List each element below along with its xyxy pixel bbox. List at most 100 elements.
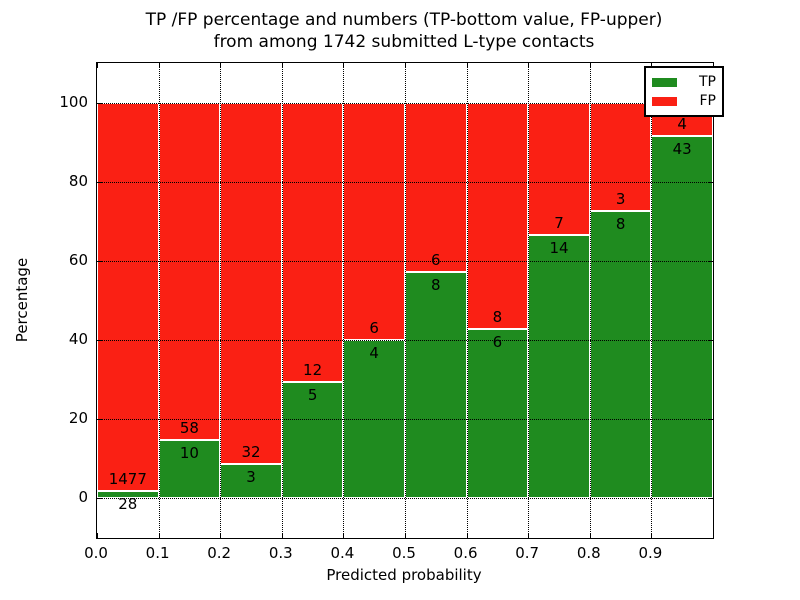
bar-tp-bin6 — [466, 328, 529, 499]
tp-count-label-bin3: 5 — [307, 385, 318, 404]
gridline-x-0.9 — [651, 63, 653, 538]
gridline-x-0.5 — [405, 63, 406, 538]
bar-tp-bin3 — [281, 381, 344, 499]
y-tick-left-100 — [97, 102, 102, 104]
fp-count-label-bin1: 58 — [179, 419, 199, 438]
bar-fp-bin4 — [343, 102, 405, 341]
gridline-x-0.6 — [466, 63, 468, 538]
bar-tp-bin9 — [651, 136, 713, 499]
x-tick-top-0.3 — [281, 63, 283, 68]
bar-fp-bin2 — [220, 102, 282, 465]
bar-fp-bin0 — [97, 102, 159, 492]
x-tick-label-0.0: 0.0 — [84, 544, 108, 562]
fp-count-label-bin4: 6 — [369, 319, 379, 338]
y-tick-label-40: 40 — [68, 330, 88, 349]
y-tick-label-20: 20 — [68, 409, 88, 428]
x-tick-label-0.7: 0.7 — [515, 544, 540, 562]
y-tick-left-40 — [97, 340, 102, 342]
y-tick-label-60: 60 — [68, 250, 88, 269]
bar-fp-bin1 — [158, 102, 221, 441]
fp-count-label-bin7: 7 — [554, 213, 564, 232]
tp-count-label-bin4: 4 — [369, 344, 379, 363]
y-tick-left-0 — [97, 498, 102, 500]
fp-count-label-bin2: 32 — [241, 443, 261, 462]
bar-tp-bin1 — [158, 440, 221, 499]
legend-item-tp: TP — [652, 73, 716, 92]
x-tick-bottom-0.7 — [528, 533, 530, 538]
fp-count-label-bin5: 6 — [431, 251, 441, 270]
fp-count-label-bin8: 3 — [615, 189, 626, 208]
bar-tp-bin8 — [589, 210, 652, 499]
tp-count-label-bin7: 14 — [549, 238, 569, 257]
tp-count-label-bin5: 8 — [431, 276, 441, 295]
tp-count-label-bin9: 43 — [672, 140, 692, 159]
plot-area: 1477 28 58 10 32 3 12 5 6 4 6 8 8 6 7 14 3 8 4 43 — [96, 62, 714, 539]
x-tick-label-0.8: 0.8 — [576, 544, 601, 562]
tp-count-label-bin2: 3 — [246, 468, 256, 487]
gridline-x-0.2 — [220, 63, 222, 538]
bar-fp-bin7 — [528, 102, 590, 235]
x-tick-top-0.4 — [343, 63, 345, 68]
y-tick-left-80 — [97, 181, 102, 183]
x-tick-top-0.7 — [528, 63, 530, 68]
x-tick-top-0.5 — [405, 63, 406, 68]
bar-fp-bin3 — [281, 102, 344, 382]
x-tick-label-0.9: 0.9 — [638, 544, 663, 562]
x-tick-label-0.3: 0.3 — [268, 544, 293, 562]
x-tick-bottom-0.6 — [466, 533, 468, 538]
x-tick-top-0.2 — [220, 63, 222, 68]
gridline-x-0.4 — [343, 63, 345, 538]
gridline-x-0.3 — [281, 63, 283, 538]
x-tick-label-0.6: 0.6 — [453, 544, 478, 562]
x-tick-top-0.0 — [97, 63, 98, 68]
fp-count-label-bin9: 4 — [677, 115, 687, 134]
legend: TP FP — [644, 66, 724, 117]
x-tick-label-0.4: 0.4 — [330, 544, 355, 562]
x-tick-bottom-0.0 — [97, 533, 98, 538]
x-tick-bottom-0.1 — [158, 533, 160, 538]
gridline-x-0.1 — [158, 63, 160, 538]
tp-legend-label: TP — [699, 74, 716, 90]
x-tick-bottom-0.4 — [343, 533, 345, 538]
fp-count-label-bin0: 1477 — [108, 470, 147, 489]
x-tick-bottom-0.9 — [651, 533, 653, 538]
y-tick-label-80: 80 — [68, 171, 88, 190]
bar-tp-bin5 — [405, 272, 467, 499]
x-tick-top-0.6 — [466, 63, 468, 68]
y-tick-label-0: 0 — [78, 488, 88, 507]
x-tick-label-0.2: 0.2 — [207, 544, 232, 562]
bar-tp-bin0 — [97, 491, 159, 499]
tp-count-label-bin8: 8 — [615, 214, 626, 233]
y-tick-left-20 — [97, 419, 102, 421]
chart-title-line1: TP /FP percentage and numbers (TP-bottom… — [145, 10, 663, 30]
y-tick-right-40 — [708, 340, 713, 342]
x-tick-bottom-0.3 — [281, 533, 283, 538]
x-tick-bottom-0.2 — [220, 533, 222, 538]
tp-legend-swatch — [652, 78, 677, 87]
fp-legend-swatch — [652, 97, 677, 106]
fp-legend-label: FP — [699, 93, 717, 109]
x-tick-top-0.8 — [589, 63, 591, 68]
bar-fp-bin5 — [405, 102, 467, 273]
fp-count-label-bin6: 8 — [492, 307, 503, 326]
bar-fp-bin6 — [466, 102, 529, 329]
tp-count-label-bin0: 28 — [118, 495, 138, 514]
y-axis-label: Percentage — [10, 62, 34, 537]
gridline-x-0.8 — [589, 63, 591, 538]
tp-count-label-bin1: 10 — [179, 444, 199, 463]
y-tick-label-100: 100 — [59, 92, 88, 111]
legend-item-fp: FP — [652, 92, 716, 111]
bar-fp-bin8 — [589, 102, 652, 211]
gridline-x-0.7 — [528, 63, 530, 538]
x-tick-bottom-0.5 — [405, 533, 406, 538]
x-axis-label: Predicted probability — [326, 566, 482, 584]
y-axis-label-text: Percentage — [13, 257, 31, 342]
y-tick-left-60 — [97, 260, 102, 262]
x-tick-top-0.1 — [158, 63, 160, 68]
y-tick-right-0 — [708, 498, 713, 500]
y-tick-right-80 — [708, 181, 713, 183]
x-tick-bottom-0.8 — [589, 533, 591, 538]
x-tick-label-0.5: 0.5 — [392, 544, 416, 562]
x-tick-label-0.1: 0.1 — [145, 544, 170, 562]
fp-count-label-bin3: 12 — [303, 360, 323, 379]
